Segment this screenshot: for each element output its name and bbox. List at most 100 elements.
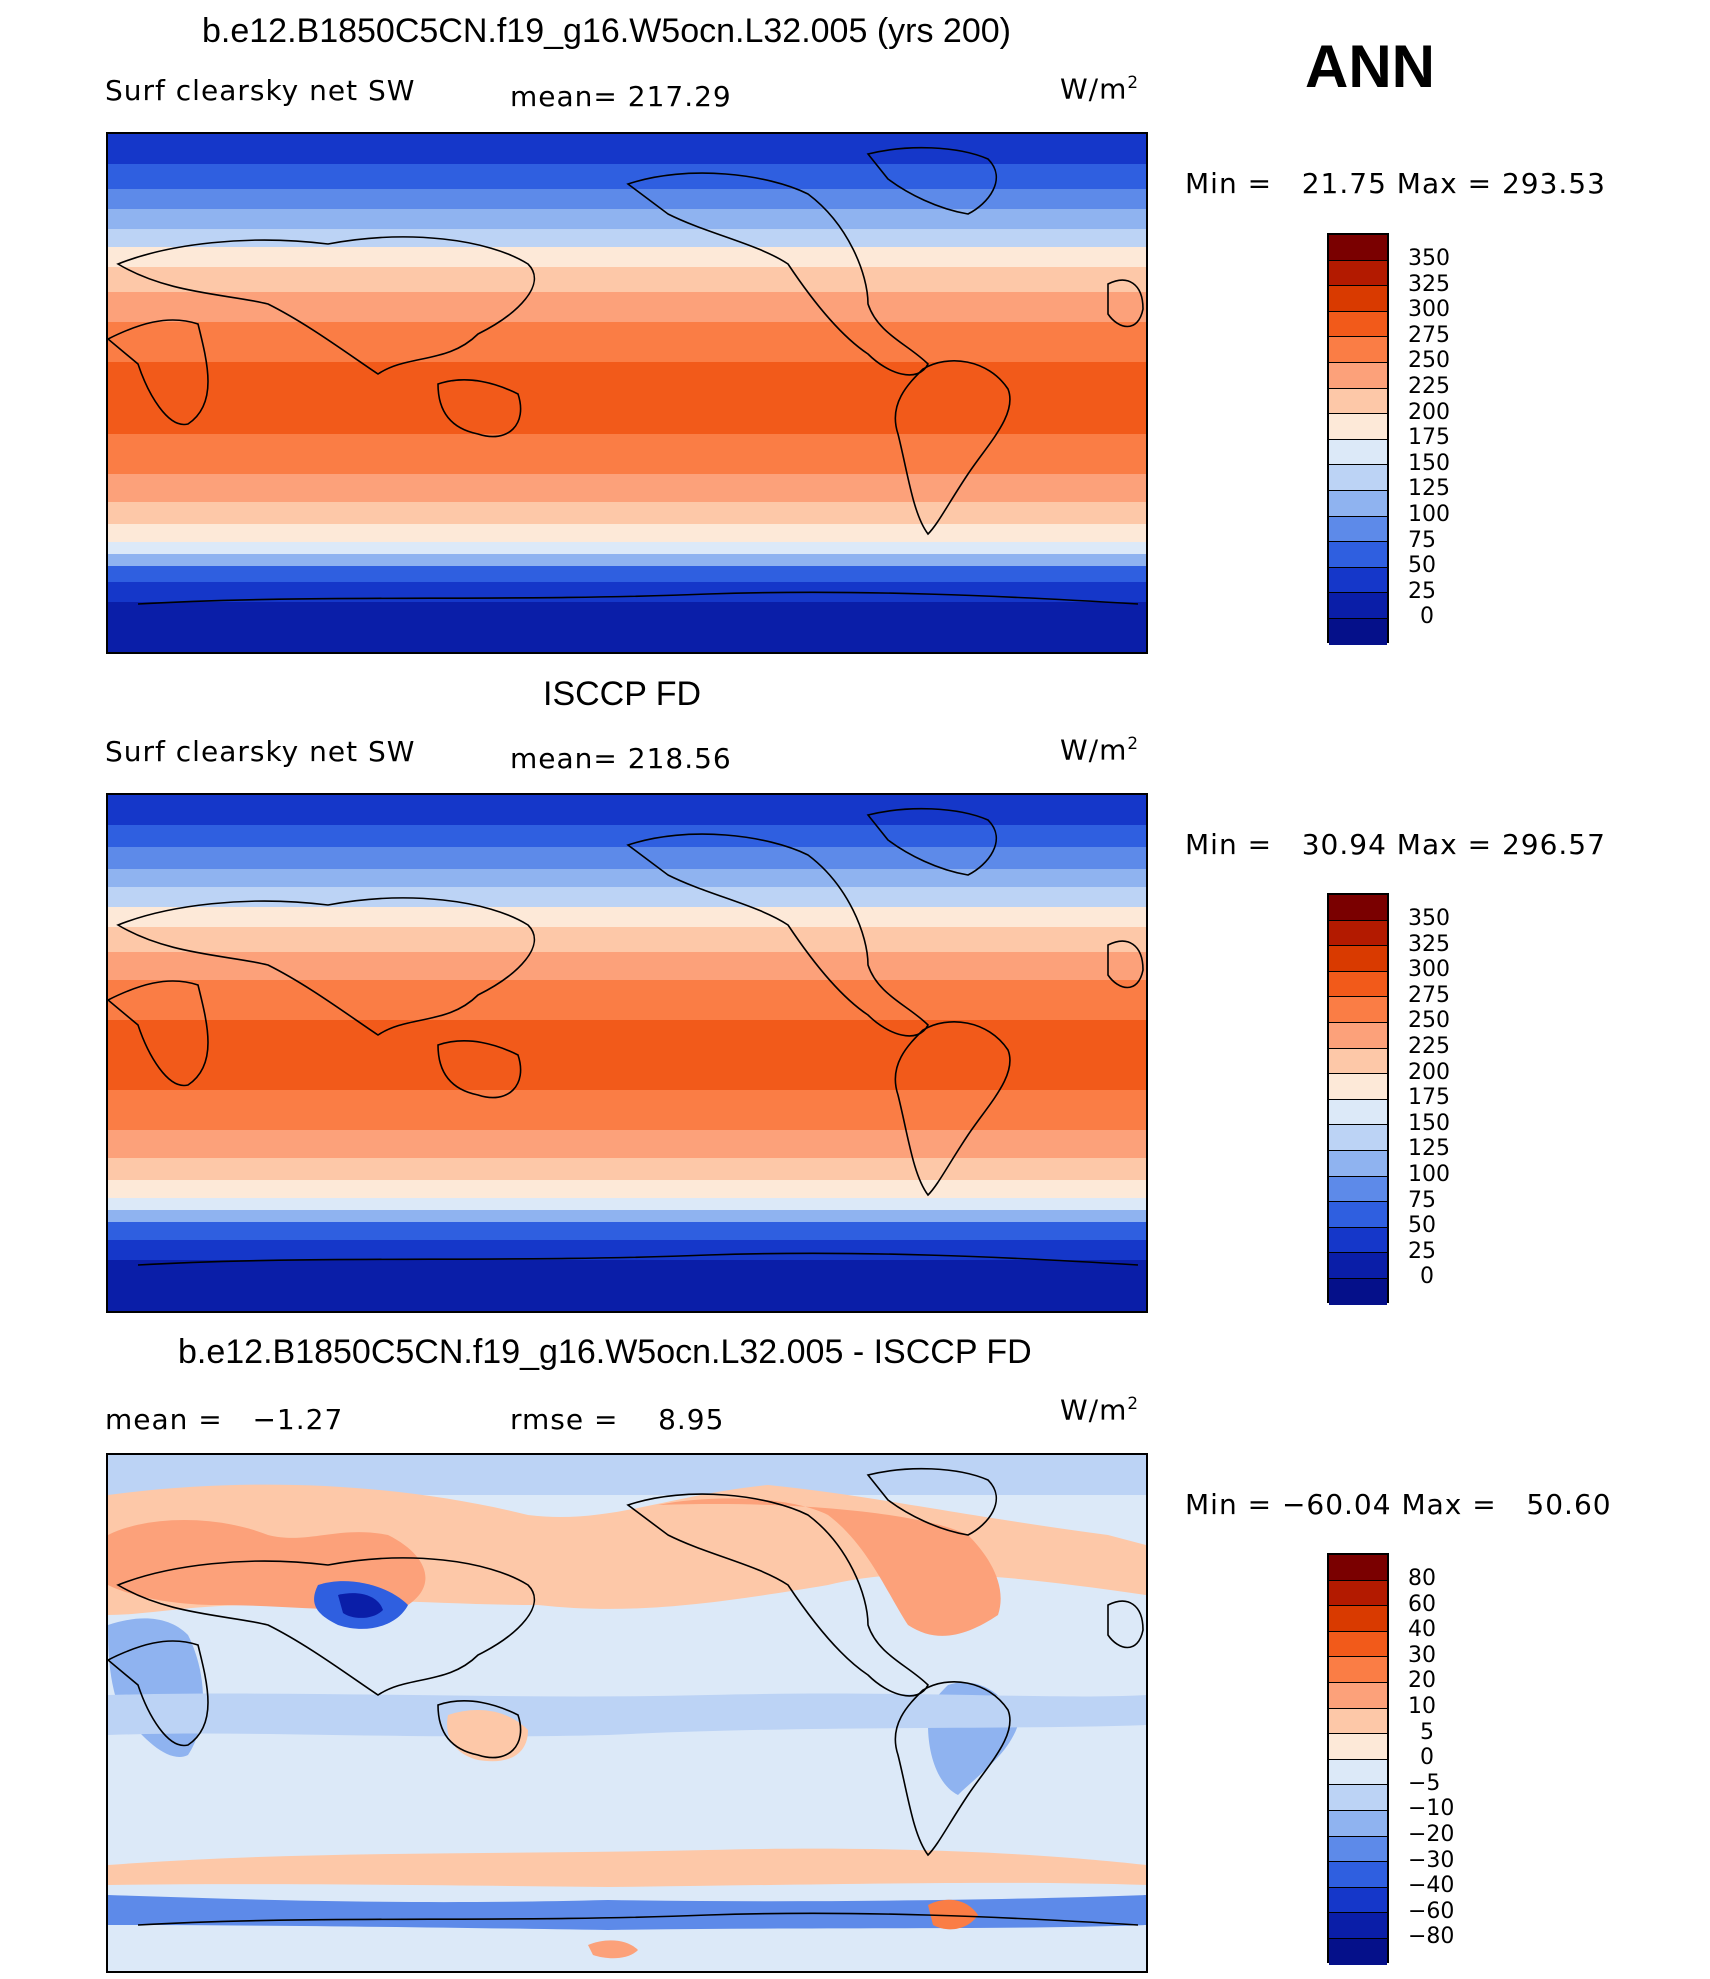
panel3-map	[106, 1453, 1148, 1973]
colorbar-tick: −80	[1408, 1924, 1455, 1949]
panel2-title: ISCCP FD	[543, 675, 702, 713]
colorbar-swatch	[1329, 1227, 1387, 1254]
colorbar-tick: −5	[1408, 1771, 1441, 1796]
colorbar-tick: 175	[1408, 425, 1450, 450]
panel3-title: b.e12.B1850C5CN.f19_g16.W5ocn.L32.005 - …	[178, 1333, 1032, 1371]
colorbar-swatch	[1329, 593, 1387, 619]
colorbar-swatch	[1329, 311, 1387, 338]
colorbar-swatch	[1329, 516, 1387, 543]
units-text: W/m	[1060, 72, 1128, 106]
colorbar-swatch	[1329, 465, 1387, 491]
colorbar-tick: 350	[1408, 906, 1450, 931]
colorbar-tick: 300	[1408, 957, 1450, 982]
colorbar-tick: −20	[1408, 1822, 1455, 1847]
colorbar-swatch	[1329, 946, 1387, 972]
colorbar-swatch	[1329, 1785, 1387, 1811]
colorbar-tick: 30	[1408, 1643, 1436, 1668]
colorbar-tick: −40	[1408, 1873, 1455, 1898]
colorbar-tick: 350	[1408, 246, 1450, 271]
colorbar-swatch	[1329, 1125, 1387, 1151]
colorbar-swatch	[1329, 337, 1387, 363]
colorbar-swatch	[1329, 260, 1387, 287]
colorbar-swatch	[1329, 1278, 1387, 1305]
colorbar-swatch	[1329, 1580, 1387, 1607]
colorbar-tick: 0	[1420, 1745, 1434, 1770]
units-text: W/m	[1060, 1393, 1128, 1427]
colorbar-tick: 200	[1408, 400, 1450, 425]
colorbar-swatch	[1329, 388, 1387, 415]
colorbar-tick: 75	[1408, 1188, 1436, 1213]
colorbar-tick: −60	[1408, 1899, 1455, 1924]
panel1-map-svg	[108, 134, 1146, 652]
colorbar-swatch	[1329, 1887, 1387, 1914]
colorbar-tick: 125	[1408, 476, 1450, 501]
colorbar-tick: 250	[1408, 348, 1450, 373]
colorbar-tick: 60	[1408, 1592, 1436, 1617]
panel2-map	[106, 793, 1148, 1313]
panel2-units: W/m2	[1060, 733, 1139, 766]
colorbar-tick: 25	[1408, 1239, 1436, 1264]
colorbar-swatch	[1329, 618, 1387, 645]
colorbar-swatch	[1329, 1176, 1387, 1203]
colorbar-swatch	[1329, 490, 1387, 517]
colorbar-tick: 250	[1408, 1008, 1450, 1033]
panel2-mean-label: mean= 218.56	[510, 742, 732, 775]
colorbar-swatch	[1329, 567, 1387, 594]
colorbar-swatch	[1329, 1099, 1387, 1126]
colorbar-tick: 40	[1408, 1617, 1436, 1642]
colorbar-swatch	[1329, 1938, 1387, 1965]
colorbar-swatch	[1329, 1048, 1387, 1075]
colorbar-swatch	[1329, 1913, 1387, 1939]
colorbar-tick: 25	[1408, 579, 1436, 604]
colorbar-tick: 50	[1408, 1213, 1436, 1238]
panel1-variable-label: Surf clearsky net SW	[105, 74, 416, 107]
colorbar-swatch	[1329, 1022, 1387, 1049]
colorbar-tick: 325	[1408, 272, 1450, 297]
colorbar-tick: 5	[1420, 1720, 1434, 1745]
colorbar-tick: 0	[1420, 604, 1434, 629]
colorbar-swatch	[1329, 997, 1387, 1023]
panel3-mean-label: mean = −1.27	[105, 1403, 344, 1436]
panel2-variable-label: Surf clearsky net SW	[105, 735, 416, 768]
panel1-map	[106, 132, 1148, 654]
colorbar-tick: 100	[1408, 502, 1450, 527]
colorbar-swatch	[1329, 1631, 1387, 1658]
panel1-units: W/m2	[1060, 72, 1139, 105]
panel1-mean-label: mean= 217.29	[510, 80, 732, 113]
panel3-map-svg	[108, 1455, 1146, 1971]
panel2-minmax: Min = 30.94 Max = 296.57	[1185, 828, 1606, 861]
colorbar-swatch	[1329, 286, 1387, 312]
panel3-colorbar	[1327, 1553, 1389, 1965]
colorbar-swatch	[1329, 1734, 1387, 1760]
units-exponent: 2	[1127, 1393, 1140, 1413]
colorbar-swatch	[1329, 235, 1387, 261]
panel1-colorbar	[1327, 233, 1389, 645]
panel2-colorbar	[1327, 893, 1389, 1305]
colorbar-tick: 225	[1408, 374, 1450, 399]
colorbar-tick: 0	[1420, 1264, 1434, 1289]
units-exponent: 2	[1127, 72, 1140, 92]
colorbar-swatch	[1329, 1708, 1387, 1735]
colorbar-swatch	[1329, 971, 1387, 998]
colorbar-tick: 75	[1408, 528, 1436, 553]
colorbar-swatch	[1329, 414, 1387, 440]
colorbar-tick: −10	[1408, 1796, 1455, 1821]
colorbar-swatch	[1329, 1759, 1387, 1786]
colorbar-swatch	[1329, 895, 1387, 921]
colorbar-tick: 325	[1408, 932, 1450, 957]
colorbar-swatch	[1329, 439, 1387, 466]
colorbar-swatch	[1329, 1202, 1387, 1228]
colorbar-tick: 275	[1408, 323, 1450, 348]
units-exponent: 2	[1127, 733, 1140, 753]
panel2-map-svg	[108, 795, 1146, 1311]
colorbar-swatch	[1329, 1682, 1387, 1709]
colorbar-tick: 175	[1408, 1085, 1450, 1110]
colorbar-tick: 10	[1408, 1694, 1436, 1719]
colorbar-swatch	[1329, 542, 1387, 568]
colorbar-tick: 50	[1408, 553, 1436, 578]
colorbar-tick: 150	[1408, 1111, 1450, 1136]
colorbar-tick: 150	[1408, 451, 1450, 476]
colorbar-swatch	[1329, 1074, 1387, 1100]
colorbar-swatch	[1329, 1606, 1387, 1632]
colorbar-swatch	[1329, 1862, 1387, 1888]
